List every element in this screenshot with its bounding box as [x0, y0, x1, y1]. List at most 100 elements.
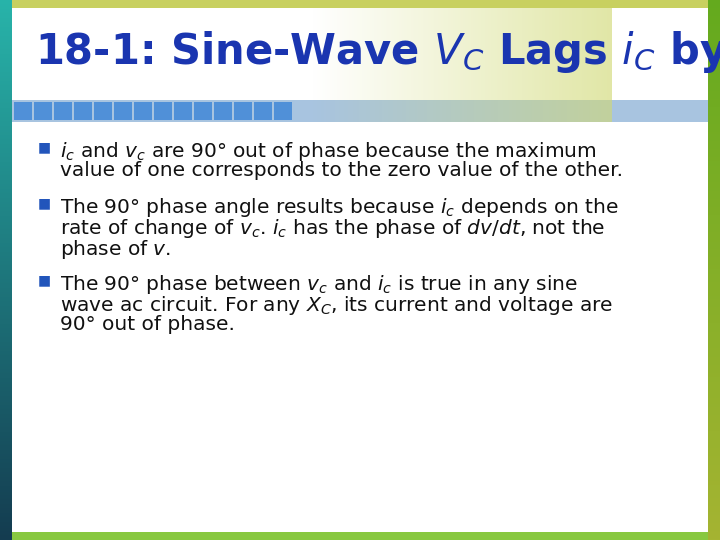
Bar [708, 214, 720, 215]
Bar [0, 109, 12, 110]
Text: 90° out of phase.: 90° out of phase. [60, 315, 235, 334]
Bar [517, 100, 518, 122]
Bar [0, 368, 12, 369]
Bar [521, 8, 522, 100]
Bar [0, 470, 12, 471]
Bar [708, 77, 720, 78]
Bar [0, 162, 12, 163]
Bar [556, 100, 557, 122]
Bar [517, 8, 518, 100]
Bar [0, 500, 12, 501]
Bar [0, 45, 12, 46]
Bar [708, 418, 720, 419]
Bar [0, 533, 12, 534]
Bar [0, 232, 12, 233]
Bar [0, 382, 12, 383]
Bar [431, 100, 432, 122]
Bar [0, 186, 12, 187]
Bar [401, 8, 402, 100]
Bar [0, 98, 12, 99]
Bar [602, 100, 603, 122]
Bar [0, 286, 12, 287]
Bar [708, 344, 720, 345]
Bar [545, 100, 546, 122]
Bar [594, 8, 595, 100]
Bar [507, 8, 508, 100]
Bar [708, 503, 720, 504]
Bar [358, 100, 359, 122]
Bar [708, 511, 720, 512]
Bar [0, 245, 12, 246]
Bar [0, 211, 12, 212]
Bar [708, 173, 720, 174]
Bar [708, 161, 720, 162]
Bar [490, 100, 491, 122]
Bar [470, 100, 471, 122]
Bar [418, 8, 419, 100]
Bar [708, 92, 720, 93]
Bar [411, 8, 412, 100]
Bar [708, 381, 720, 382]
Bar [327, 8, 328, 100]
Bar [34, 102, 52, 120]
Bar [708, 221, 720, 222]
Bar [599, 8, 600, 100]
Bar [0, 153, 12, 154]
Bar [416, 8, 417, 100]
Bar [591, 100, 592, 122]
Bar [0, 219, 12, 220]
Bar [0, 256, 12, 257]
Bar [317, 8, 318, 100]
Bar [420, 100, 421, 122]
Bar [552, 100, 553, 122]
Bar [0, 403, 12, 404]
Bar [708, 412, 720, 413]
Bar [708, 297, 720, 298]
Bar [708, 138, 720, 139]
Bar [708, 268, 720, 269]
Bar [708, 5, 720, 6]
Bar [397, 8, 398, 100]
Bar [531, 100, 532, 122]
Bar [0, 65, 12, 66]
Bar [0, 293, 12, 294]
Bar [708, 170, 720, 171]
Bar [384, 8, 385, 100]
Bar [708, 198, 720, 199]
Bar [515, 100, 516, 122]
Bar [708, 490, 720, 491]
Bar [708, 155, 720, 156]
Bar [0, 521, 12, 522]
Bar [417, 100, 418, 122]
Bar [708, 394, 720, 395]
Bar [708, 315, 720, 316]
Bar [527, 100, 528, 122]
Bar [708, 48, 720, 49]
Bar [0, 387, 12, 388]
Bar [708, 26, 720, 27]
Bar [708, 142, 720, 143]
Bar [0, 467, 12, 468]
Bar [708, 506, 720, 507]
Bar [0, 92, 12, 93]
Bar [388, 8, 389, 100]
Bar [437, 8, 438, 100]
Bar [349, 100, 350, 122]
Bar [0, 112, 12, 113]
Bar [708, 434, 720, 435]
Bar [708, 7, 720, 8]
Bar [0, 406, 12, 407]
Bar [0, 450, 12, 451]
Bar [0, 313, 12, 314]
Bar [500, 8, 501, 100]
Bar [708, 483, 720, 484]
Bar [708, 60, 720, 61]
Bar [708, 212, 720, 213]
Bar [708, 456, 720, 457]
Bar [708, 438, 720, 439]
Bar [382, 8, 383, 100]
Bar [398, 100, 399, 122]
Bar [0, 456, 12, 457]
Bar [318, 100, 319, 122]
Bar [350, 8, 351, 100]
